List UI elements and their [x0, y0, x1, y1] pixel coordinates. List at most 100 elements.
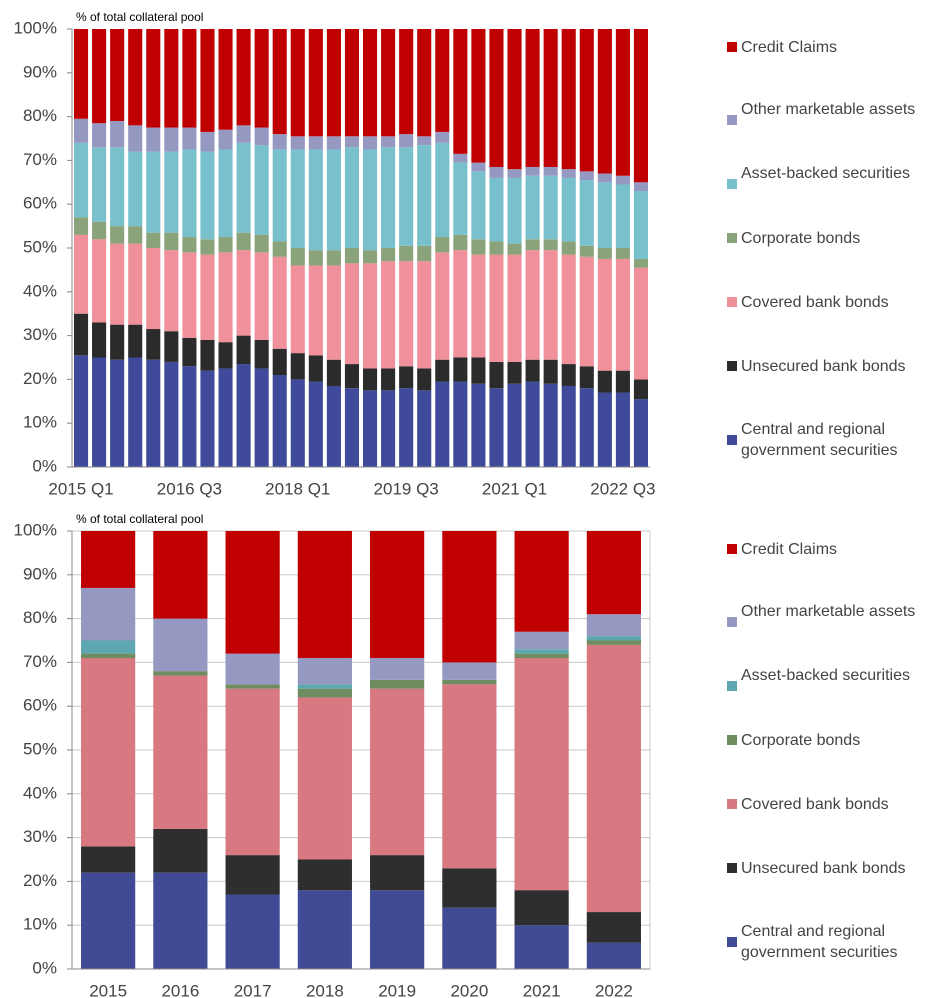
- bar-segment: [73, 313, 89, 356]
- bar-segment: [146, 232, 161, 248]
- bar-segment: [453, 29, 468, 154]
- bar-segment: [164, 29, 179, 128]
- x-tick-label: 2020: [450, 981, 488, 998]
- bar-segment: [615, 175, 630, 185]
- bar-segment: [272, 375, 287, 467]
- bar-segment: [200, 131, 215, 152]
- bar-segment: [110, 226, 125, 244]
- bar-segment: [525, 250, 540, 360]
- legend-label: Covered bank bonds: [741, 795, 889, 813]
- bar-segment: [507, 169, 522, 178]
- bar-segment: [525, 29, 540, 167]
- bar-segment: [453, 357, 468, 382]
- bar-segment: [453, 234, 468, 251]
- bar-segment: [92, 221, 107, 240]
- bar-segment: [290, 136, 305, 150]
- bar-segment: [381, 136, 396, 148]
- bar-segment: [471, 383, 486, 467]
- bar-segment: [362, 263, 378, 369]
- legend-label: Unsecured bank bonds: [741, 859, 906, 877]
- bar-segment: [200, 239, 215, 255]
- bar-segment: [362, 149, 378, 251]
- bar-segment: [507, 254, 522, 362]
- bar-segment: [471, 254, 486, 358]
- x-tick-label: 2022 Q3: [590, 479, 655, 498]
- bar-segment: [297, 684, 352, 689]
- bar-segment: [442, 868, 497, 908]
- bar-segment: [417, 261, 432, 369]
- bar-segment: [110, 147, 125, 227]
- bar-segment: [164, 250, 179, 332]
- bar-segment: [81, 846, 136, 873]
- bar-segment: [597, 392, 612, 467]
- legend-label: Covered bank bonds: [741, 293, 889, 311]
- bar-segment: [381, 368, 396, 391]
- bar-segment: [370, 890, 425, 969]
- legend-swatch: [727, 937, 737, 947]
- bar-segment: [435, 381, 450, 467]
- bar-segment: [442, 531, 497, 663]
- bar-segment: [146, 359, 161, 467]
- bar-segment: [218, 237, 233, 253]
- bar-segment: [370, 658, 425, 680]
- bar-segment: [471, 162, 486, 172]
- bar-segment: [272, 256, 287, 349]
- bar-segment: [225, 531, 280, 654]
- bar-segment: [128, 324, 143, 358]
- bar-segment: [579, 29, 594, 172]
- bar-segment: [615, 392, 630, 467]
- y-tick-label: 30%: [23, 325, 57, 344]
- bar-segment: [182, 337, 197, 367]
- bar-segment: [182, 366, 197, 467]
- bar-segment: [128, 125, 143, 152]
- bar-segment: [92, 29, 107, 124]
- bar-segment: [399, 245, 414, 262]
- bar-segment: [344, 263, 360, 365]
- bar-segment: [326, 29, 341, 137]
- bar-segment: [218, 342, 233, 369]
- bar-segment: [344, 136, 360, 148]
- y-tick-label: 30%: [23, 827, 57, 846]
- bar-segment: [164, 127, 179, 152]
- y-tick-label: 100%: [14, 18, 57, 37]
- bar-segment: [164, 331, 179, 362]
- bar-segment: [73, 355, 89, 467]
- bar-segment: [146, 151, 161, 233]
- bar-segment: [182, 237, 197, 253]
- bar-segment: [381, 261, 396, 369]
- bar-segment: [200, 29, 215, 132]
- bar-segment: [128, 29, 143, 126]
- bar-segment: [579, 180, 594, 246]
- y-tick-label: 90%: [23, 62, 57, 81]
- bar-segment: [370, 531, 425, 659]
- bar-segment: [225, 684, 280, 689]
- bar-segment: [633, 258, 649, 268]
- bar-segment: [525, 166, 540, 176]
- bar-segment: [308, 250, 323, 266]
- bar-segment: [344, 147, 360, 248]
- legend-label: Unsecured bank bonds: [741, 357, 906, 375]
- bar-segment: [344, 388, 360, 467]
- bar-segment: [326, 149, 341, 251]
- y-tick-label: 80%: [23, 608, 57, 627]
- bar-segment: [417, 145, 432, 246]
- bar-segment: [579, 245, 594, 257]
- bar-segment: [586, 644, 641, 913]
- bar-segment: [514, 653, 569, 659]
- legend-label: Credit Claims: [741, 540, 838, 558]
- bar-segment: [326, 385, 341, 467]
- bar-segment: [579, 366, 594, 389]
- bar-segment: [453, 381, 468, 467]
- bar-segment: [362, 136, 378, 150]
- bar-segment: [442, 679, 497, 685]
- y-tick-label: 90%: [23, 564, 57, 583]
- bar-segment: [182, 127, 197, 150]
- bar-segment: [92, 147, 107, 222]
- bar-segment: [435, 237, 450, 253]
- bar-segment: [92, 239, 107, 323]
- bar-segment: [146, 127, 161, 152]
- bar-segment: [514, 890, 569, 926]
- bar-segment: [362, 29, 378, 137]
- y-tick-label: 0%: [32, 456, 57, 475]
